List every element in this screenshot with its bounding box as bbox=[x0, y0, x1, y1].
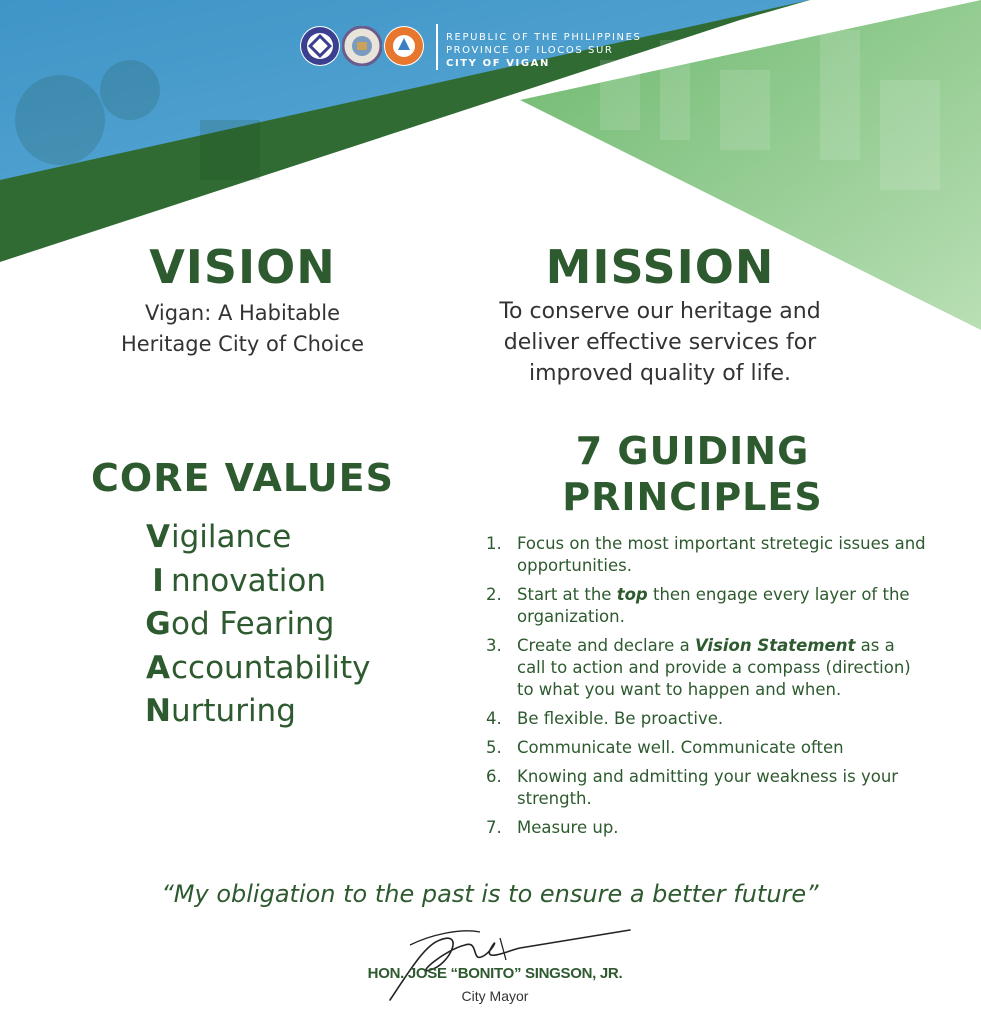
principle-number: 2. bbox=[486, 585, 502, 604]
header-line-city: CITY OF VIGAN bbox=[446, 58, 550, 69]
principle-text-part: Communicate well. Communicate often bbox=[517, 738, 844, 757]
principle-text-emphasis: Vision Statement bbox=[694, 636, 856, 655]
principle-item: 6. Knowing and admitting your weakness is… bbox=[486, 766, 926, 810]
vision-line: Heritage City of Choice bbox=[120, 332, 365, 356]
core-value-initial: N bbox=[145, 693, 171, 729]
header-banner bbox=[0, 0, 981, 330]
guiding-principles-title: 7 GUIDING PRINCIPLES bbox=[500, 428, 885, 520]
blue-band bbox=[0, 0, 810, 180]
header-line-province: PROVINCE OF ILOCOS SUR bbox=[446, 45, 614, 56]
principle-number: 4. bbox=[486, 709, 502, 728]
light-green-band bbox=[520, 0, 981, 330]
mission-line: deliver effective services for bbox=[503, 330, 817, 355]
core-value-rest: od Fearing bbox=[171, 606, 335, 642]
new-seven-wonders-cities-seal-icon bbox=[384, 26, 424, 66]
core-value-initial: G bbox=[145, 606, 171, 642]
core-value-item: Accountability bbox=[145, 647, 371, 691]
vision-line: Vigan: A Habitable bbox=[144, 301, 341, 325]
principle-text-part: Measure up. bbox=[517, 818, 619, 837]
mayor-signature bbox=[389, 929, 631, 1001]
core-value-item: God Fearing bbox=[145, 603, 371, 647]
principle-item: 2. Start at the top then engage every lay… bbox=[486, 584, 926, 628]
principle-text-part: Knowing and admitting your weakness is y… bbox=[517, 767, 899, 808]
principle-number: 7. bbox=[486, 818, 502, 837]
mission-text: To conserve our heritage and deliver eff… bbox=[470, 296, 850, 389]
principle-number: 3. bbox=[486, 636, 502, 655]
core-value-initial: V bbox=[146, 519, 170, 555]
principle-text: Focus on the most important stretegic is… bbox=[517, 533, 926, 577]
mayor-quote: “My obligation to the past is to ensure … bbox=[161, 880, 819, 908]
principle-text: Be flexible. Be proactive. bbox=[517, 708, 926, 730]
core-value-rest: igilance bbox=[171, 519, 292, 555]
core-value-initial: I bbox=[152, 562, 164, 599]
principle-text-part: then engage every layer of the organizat… bbox=[517, 585, 910, 626]
vision-text: Vigan: A Habitable Heritage City of Choi… bbox=[60, 298, 425, 360]
principle-number: 6. bbox=[486, 767, 502, 786]
principle-text: Knowing and admitting your weakness is y… bbox=[517, 766, 926, 810]
unesco-heritage-seal-icon bbox=[300, 26, 340, 66]
core-values-title: CORE VALUES bbox=[91, 456, 394, 500]
principle-item: 4. Be flexible. Be proactive. bbox=[486, 708, 926, 730]
principle-text: Measure up. bbox=[517, 817, 926, 839]
core-value-item: Nurturing bbox=[145, 690, 371, 734]
principle-text-part: Start at the bbox=[517, 585, 617, 604]
header-text: REPUBLIC OF THE PHILIPPINES PROVINCE OF … bbox=[446, 31, 641, 70]
guiding-principles-list: 1. Focus on the most important stretegic … bbox=[486, 533, 926, 846]
header-line-republic: REPUBLIC OF THE PHILIPPINES bbox=[446, 32, 642, 43]
principle-item: 5. Communicate well. Communicate often bbox=[486, 737, 926, 759]
principle-number: 5. bbox=[486, 738, 502, 757]
principles-title-line: 7 GUIDING bbox=[575, 429, 810, 473]
mayor-title: City Mayor bbox=[461, 988, 529, 1004]
principle-text: Create and declare a Vision Statement as… bbox=[517, 635, 926, 701]
core-value-rest: nnovation bbox=[171, 562, 326, 599]
principle-number: 1. bbox=[486, 534, 502, 553]
principle-text-part: Be flexible. Be proactive. bbox=[517, 709, 724, 728]
principle-text-part: Focus on the most important stretegic is… bbox=[517, 534, 926, 575]
mission-title: MISSION bbox=[545, 240, 775, 294]
core-value-item: Vigilance bbox=[145, 516, 371, 560]
principles-title-line: PRINCIPLES bbox=[562, 475, 823, 519]
principle-item: 3. Create and declare a Vision Statement … bbox=[486, 635, 926, 701]
principle-item: 7. Measure up. bbox=[486, 817, 926, 839]
principle-text-part: as a call to action and provide a compas… bbox=[517, 636, 911, 699]
mission-line: improved quality of life. bbox=[529, 361, 791, 386]
vision-title: VISION bbox=[149, 240, 336, 294]
principle-text-part: Create and declare a bbox=[517, 636, 695, 655]
city-of-vigan-seal-icon bbox=[342, 26, 382, 66]
core-value-rest: urturing bbox=[171, 693, 296, 729]
principle-item: 1. Focus on the most important stretegic … bbox=[486, 533, 926, 577]
core-value-rest: ccountability bbox=[171, 649, 371, 686]
principle-text: Start at the top then engage every layer… bbox=[517, 584, 926, 628]
principle-text-emphasis: top bbox=[616, 585, 648, 604]
seals-row bbox=[300, 26, 424, 66]
header-divider bbox=[436, 24, 438, 70]
core-value-initial: A bbox=[146, 649, 170, 686]
mission-line: To conserve our heritage and bbox=[499, 299, 821, 324]
mayor-name: HON. JOSE “BONITO” SINGSON, JR. bbox=[367, 965, 623, 982]
principle-text: Communicate well. Communicate often bbox=[517, 737, 926, 759]
